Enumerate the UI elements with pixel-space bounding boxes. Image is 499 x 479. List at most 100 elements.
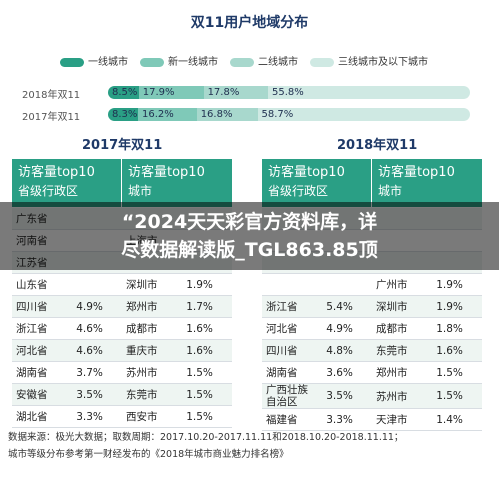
table-row: 福建省 3.3% 天津市 1.4% [262, 408, 482, 431]
province-name: 河北省 [12, 339, 73, 362]
province-pct [72, 273, 122, 296]
table-row: 湖南省 3.6% 郑州市 1.5% [262, 361, 482, 384]
bar-segment: 17.9% [138, 86, 204, 99]
footnote: 数据来源：极光大数据；取数周期：2017.10.20-2017.11.11和20… [8, 429, 403, 463]
bar-segment: 8.5% [108, 86, 139, 99]
province-name: 湖南省 [12, 361, 73, 384]
province-pct: 3.3% [72, 405, 122, 428]
bar-segment: 8.3% [108, 108, 139, 121]
year-title-2017: 2017年双11 [82, 138, 163, 153]
legend-label: 三线城市及以下城市 [338, 57, 428, 68]
province-pct: 4.9% [322, 317, 372, 340]
city-pct: 1.8% [432, 317, 482, 340]
city-name: 苏州市 [121, 361, 183, 384]
table-row: 浙江省 5.4% 深圳市 1.9% [262, 295, 482, 318]
table-row: 安徽省 3.5% 东莞市 1.5% [12, 383, 232, 406]
legend: 一线城市 新一线城市 二线城市 三线城市及以下城市 [60, 53, 490, 71]
city-name: 成都市 [371, 317, 433, 340]
header-line1: 访客量top10 [128, 165, 205, 180]
province-name: 浙江省 [262, 295, 323, 318]
bar-category-label: 2017年双11 [22, 112, 81, 123]
city-name: 苏州市 [371, 383, 433, 409]
legend-swatch [310, 57, 334, 67]
province-pct [322, 273, 372, 296]
bar-segment: 17.8% [203, 86, 268, 99]
province-pct: 4.8% [322, 339, 372, 362]
table-header-2018: 访客量top10 省级行政区 访客量top10 城市 [262, 159, 482, 207]
table-row: 河北省 4.9% 成都市 1.8% [262, 317, 482, 340]
city-name: 重庆市 [121, 339, 183, 362]
legend-swatch [60, 57, 84, 67]
stacked-bar: 8.5% 17.9% 17.8% 55.8% [108, 86, 470, 99]
table-header-2017: 访客量top10 省级行政区 访客量top10 城市 [12, 159, 232, 207]
header-line2: 省级行政区 [18, 184, 79, 198]
city-name: 东莞市 [121, 383, 183, 406]
header-line1: 访客量top10 [18, 165, 95, 180]
overlay-banner: “2024天天彩官方资料库，详 尽数据解读版_TGL863.85顶 [0, 202, 499, 270]
bar-segment: 58.7% [257, 108, 470, 121]
footnote-line2: 城市等级分布参考第一财经发布的《2018年城市商业魅力排名榜》 [8, 449, 289, 460]
banner-line1: “2024天天彩官方资料库，详 [121, 211, 378, 233]
province-name [262, 273, 323, 296]
province-name: 河北省 [262, 317, 323, 340]
province-name: 山东省 [12, 273, 73, 296]
header-province: 访客量top10 省级行政区 [12, 159, 122, 207]
banner-line2: 尽数据解读版_TGL863.85顶 [121, 239, 378, 261]
header-city: 访客量top10 城市 [122, 159, 232, 207]
legend-item: 新一线城市 [140, 53, 218, 68]
city-pct: 1.6% [182, 339, 232, 362]
header-city: 访客量top10 城市 [372, 159, 482, 207]
city-pct: 1.7% [182, 295, 232, 318]
header-line2: 城市 [378, 184, 403, 198]
province-pct: 3.3% [322, 408, 372, 431]
city-name: 天津市 [371, 408, 433, 431]
province-pct: 3.5% [322, 383, 372, 409]
province-name: 四川省 [262, 339, 323, 362]
header-line1: 访客量top10 [268, 165, 345, 180]
footnote-line1: 数据来源：极光大数据；取数周期：2017.10.20-2017.11.11和20… [8, 432, 404, 443]
province-pct: 4.6% [72, 317, 122, 340]
city-name: 西安市 [121, 405, 183, 428]
legend-item: 一线城市 [60, 53, 128, 68]
legend-swatch [230, 57, 254, 67]
table-row: 湖北省 3.3% 西安市 1.5% [12, 405, 232, 428]
year-title-2018: 2018年双11 [337, 138, 418, 153]
city-name: 郑州市 [371, 361, 433, 384]
city-pct: 1.5% [182, 383, 232, 406]
table-row: 广州市 1.9% [262, 273, 482, 296]
city-pct: 1.9% [432, 273, 482, 296]
province-pct: 3.5% [72, 383, 122, 406]
legend-label: 二线城市 [258, 57, 298, 68]
table-row: 四川省 4.8% 东莞市 1.6% [262, 339, 482, 362]
city-name: 成都市 [121, 317, 183, 340]
legend-item: 三线城市及以下城市 [310, 53, 428, 68]
header-line1: 访客量top10 [378, 165, 455, 180]
province-name: 四川省 [12, 295, 73, 318]
province-name: 浙江省 [12, 317, 73, 340]
table-row: 四川省 4.9% 郑州市 1.7% [12, 295, 232, 318]
province-pct: 5.4% [322, 295, 372, 318]
province-name: 广西壮族自治区 [262, 383, 323, 409]
city-pct: 1.5% [182, 405, 232, 428]
header-line2: 城市 [128, 184, 153, 198]
province-name: 湖南省 [262, 361, 323, 384]
province-pct: 3.7% [72, 361, 122, 384]
city-name: 东莞市 [371, 339, 433, 362]
bar-segment: 55.8% [268, 86, 470, 99]
bar-segment: 16.8% [196, 108, 258, 121]
chart-title: 双11用户地域分布 [190, 15, 309, 31]
city-name: 深圳市 [121, 273, 183, 296]
province-pct: 3.6% [322, 361, 372, 384]
bar-category-label: 2018年双11 [22, 90, 81, 101]
table-row: 浙江省 4.6% 成都市 1.6% [12, 317, 232, 340]
table-row: 河北省 4.6% 重庆市 1.6% [12, 339, 232, 362]
legend-swatch [140, 57, 164, 67]
city-name: 广州市 [371, 273, 433, 296]
city-pct: 1.4% [432, 408, 482, 431]
city-pct: 1.9% [432, 295, 482, 318]
table-row: 山东省 深圳市 1.9% [12, 273, 232, 296]
table-row: 湖南省 3.7% 苏州市 1.5% [12, 361, 232, 384]
legend-label: 新一线城市 [168, 57, 218, 68]
stacked-bar: 8.3% 16.2% 16.8% 58.7% [108, 108, 470, 121]
header-line2: 省级行政区 [268, 184, 329, 198]
